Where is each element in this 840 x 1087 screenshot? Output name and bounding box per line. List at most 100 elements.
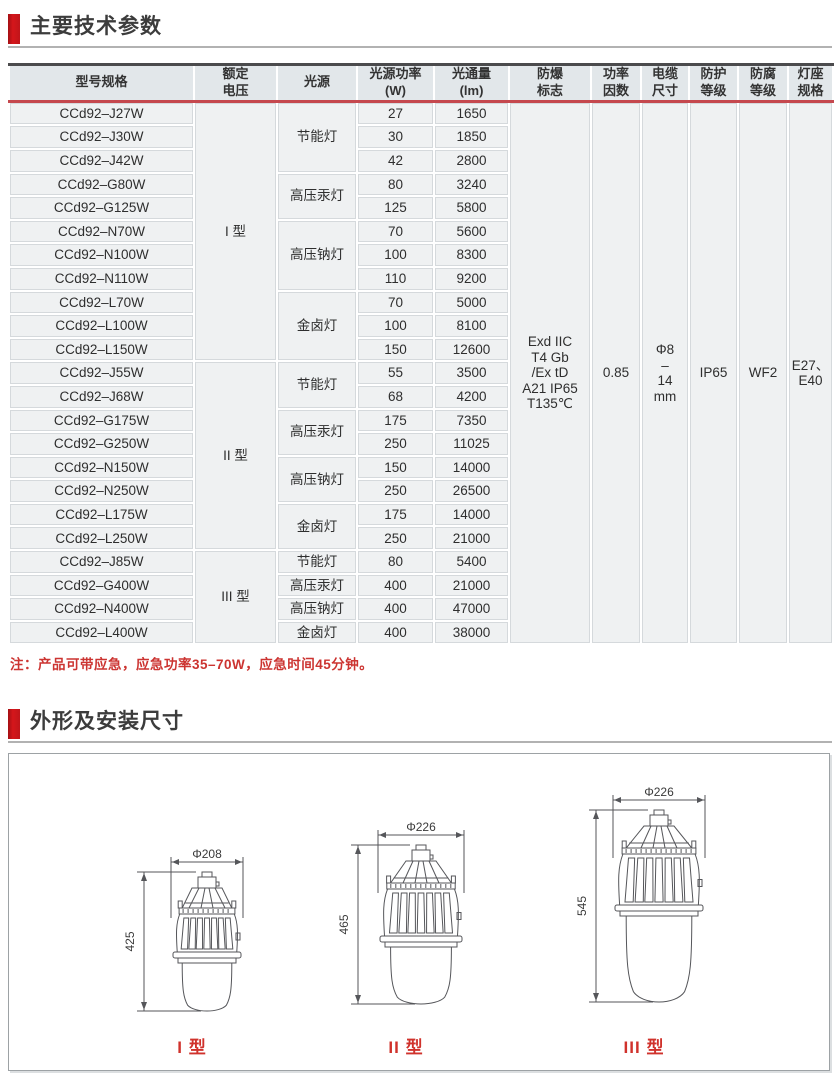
- model-cell: CCd92–L70W: [8, 289, 195, 316]
- table-row: CCd92–G175W 高压汞灯 175 7350: [8, 407, 833, 457]
- power-cell: 150: [356, 454, 435, 481]
- col-header-powerfactor: 功率 因数: [590, 63, 642, 103]
- col-header-model: 型号规格: [8, 63, 195, 103]
- table-row: CCd92–N70W 高压钠灯 70 5600: [8, 218, 833, 292]
- flux-cell: 5800: [433, 195, 510, 221]
- col-header-flux: 光通量 (lm): [433, 63, 510, 103]
- model-cell: CCd92–L100W: [8, 313, 195, 339]
- light-source-group-cell: 金卤灯: [276, 619, 358, 646]
- height-dimension-label: 465: [337, 915, 351, 935]
- col-header-holder: 灯座 规格: [787, 63, 834, 103]
- flux-cell: 3500: [433, 360, 510, 386]
- explosion-mark-cell: Exd IIC T4 Gb /Ex tD A21 IP65 T135℃: [508, 100, 592, 646]
- power-cell: 70: [356, 218, 435, 245]
- diameter-dimension-label: Φ226: [406, 820, 436, 834]
- section-title-tech-params: 主要技术参数: [30, 15, 162, 38]
- model-cell: CCd92–J42W: [8, 147, 195, 174]
- model-cell: CCd92–L250W: [8, 525, 195, 552]
- model-cell: CCd92–J30W: [8, 124, 195, 150]
- lamp-type-label: I 型: [177, 1038, 207, 1058]
- flux-cell: 38000: [433, 619, 510, 646]
- model-cell: CCd92–L175W: [8, 501, 195, 528]
- section-accent-bar: [8, 14, 20, 44]
- table-row: CCd92–N400W 高压钠灯 400 47000: [8, 596, 833, 622]
- flux-cell: 12600: [433, 336, 510, 363]
- table-row: CCd92–L250W 250 21000: [8, 525, 833, 552]
- col-header-source: 光源: [276, 63, 358, 103]
- col-header-exmark: 防爆 标志: [508, 63, 592, 103]
- col-header-voltage: 额定 电压: [193, 63, 278, 103]
- flux-cell: 8100: [433, 313, 510, 339]
- flux-cell: 47000: [433, 596, 510, 622]
- power-cell: 250: [356, 525, 435, 552]
- outline-drawings-panel: Φ208 425 I 型 Φ226 465 II 型 Φ226 545 III 型: [8, 753, 830, 1072]
- power-cell: 175: [356, 501, 435, 528]
- flux-cell: 5000: [433, 289, 510, 316]
- model-cell: CCd92–J68W: [8, 383, 195, 410]
- model-cell: CCd92–N70W: [8, 218, 195, 245]
- table-row: CCd92–J27W I 型节能灯 27 1650 Exd IIC T4 Gb /Ex …: [8, 100, 834, 646]
- power-cell: 27: [356, 100, 435, 127]
- power-cell: 80: [356, 549, 435, 575]
- model-cell: CCd92–G175W: [8, 407, 195, 434]
- power-cell: 100: [356, 313, 435, 339]
- lamp-holder-cell: E27、 E40: [787, 100, 834, 646]
- light-source-group-cell: 节能灯: [276, 100, 358, 174]
- flux-cell: 9200: [433, 265, 510, 292]
- flux-cell: 14000: [433, 501, 510, 528]
- diameter-dimension-label: Φ208: [192, 847, 222, 861]
- flux-cell: 14000: [433, 454, 510, 481]
- light-source-group-cell: 高压钠灯: [276, 218, 358, 292]
- light-source-group-cell: 金卤灯: [276, 289, 358, 363]
- power-cell: 400: [356, 572, 435, 599]
- model-cell: CCd92–G125W: [8, 195, 195, 221]
- model-cell: CCd92–L400W: [8, 619, 195, 646]
- table-row: CCd92–G80W 高压汞灯 80 3240: [8, 171, 833, 221]
- table-row: CCd92–G250W 250 11025: [8, 431, 833, 457]
- section-header-dimensions: 外形及安装尺寸: [8, 707, 832, 744]
- lamp-line-drawing: Φ226 465: [337, 820, 465, 1005]
- voltage-type-group-cell: II 型: [193, 360, 278, 552]
- lamp-line-drawing: Φ208 425: [123, 847, 244, 1012]
- col-header-anticorrosion: 防腐 等级: [737, 63, 789, 103]
- tech-params-table: 型号规格 额定 电压 光源 光源功率 (W) 光通量 (lm) 防爆 标志 功率…: [8, 63, 834, 646]
- voltage-type-group-cell: III 型: [193, 549, 278, 646]
- power-cell: 30: [356, 124, 435, 150]
- flux-cell: 11025: [433, 431, 510, 457]
- light-source-group-cell: 高压钠灯: [276, 596, 358, 622]
- table-row: CCd92–G125W 125 5800: [8, 195, 833, 221]
- flux-cell: 26500: [433, 478, 510, 504]
- table-row: CCd92–L400W 金卤灯 400 38000: [8, 619, 833, 646]
- height-dimension-label: 545: [575, 896, 589, 916]
- flux-cell: 5600: [433, 218, 510, 245]
- flux-cell: 8300: [433, 242, 510, 268]
- power-cell: 68: [356, 383, 435, 410]
- lamp-line-drawing: Φ226 545: [575, 785, 706, 1003]
- diameter-dimension-label: Φ226: [644, 785, 674, 799]
- lamp-drawing-type-2: Φ226 465 II 型: [336, 819, 476, 1058]
- table-row: CCd92–L70W 金卤灯 70 5000: [8, 289, 833, 363]
- table-row: CCd92–J42W 42 2800: [8, 147, 833, 174]
- model-cell: CCd92–N400W: [8, 596, 195, 622]
- power-cell: 110: [356, 265, 435, 292]
- light-source-group-cell: 高压汞灯: [276, 407, 358, 457]
- lamp-drawing-type-3: Φ226 545 III 型: [574, 784, 714, 1058]
- power-cell: 100: [356, 242, 435, 268]
- cable-size-cell: Φ8 – 14 mm: [640, 100, 690, 646]
- col-header-protection: 防护 等级: [688, 63, 739, 103]
- table-row: CCd92–J68W 68 4200: [8, 383, 833, 410]
- flux-cell: 1650: [433, 100, 510, 127]
- section-accent-bar: [8, 709, 20, 740]
- voltage-type-group-cell: I 型: [193, 100, 278, 363]
- model-cell: CCd92–N150W: [8, 454, 195, 481]
- flux-cell: 4200: [433, 383, 510, 410]
- power-cell: 125: [356, 195, 435, 221]
- model-cell: CCd92–J85W: [8, 549, 195, 575]
- col-header-power: 光源功率 (W): [356, 63, 435, 103]
- model-cell: CCd92–N100W: [8, 242, 195, 268]
- power-cell: 80: [356, 171, 435, 198]
- power-cell: 150: [356, 336, 435, 363]
- power-cell: 175: [356, 407, 435, 434]
- flux-cell: 21000: [433, 572, 510, 599]
- power-cell: 250: [356, 431, 435, 457]
